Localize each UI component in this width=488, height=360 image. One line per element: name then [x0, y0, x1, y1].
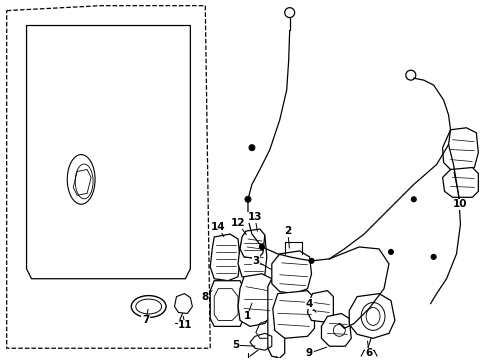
Text: 14: 14	[210, 222, 225, 232]
Circle shape	[308, 258, 313, 263]
Text: 11: 11	[178, 320, 192, 330]
Polygon shape	[272, 291, 314, 338]
Circle shape	[244, 196, 250, 202]
Polygon shape	[271, 251, 311, 294]
Text: 13: 13	[247, 212, 262, 222]
Polygon shape	[240, 229, 264, 259]
Text: 12: 12	[230, 218, 245, 228]
Polygon shape	[442, 128, 477, 171]
Polygon shape	[307, 291, 333, 323]
Text: 9: 9	[305, 348, 312, 358]
Polygon shape	[210, 281, 244, 327]
Circle shape	[387, 249, 393, 255]
Polygon shape	[348, 294, 394, 338]
Text: 1: 1	[243, 311, 250, 321]
Circle shape	[248, 145, 254, 150]
Circle shape	[410, 197, 415, 202]
Polygon shape	[442, 167, 477, 197]
Text: 2: 2	[284, 226, 291, 236]
Text: 7: 7	[142, 315, 149, 325]
Text: 4: 4	[305, 298, 313, 309]
Text: 5: 5	[232, 340, 239, 350]
Text: 6: 6	[365, 348, 372, 358]
Polygon shape	[238, 274, 274, 327]
Text: 8: 8	[201, 292, 208, 302]
Circle shape	[259, 244, 264, 249]
Text: 10: 10	[452, 199, 467, 209]
Polygon shape	[321, 314, 350, 346]
Polygon shape	[267, 277, 284, 358]
Polygon shape	[210, 234, 240, 281]
Circle shape	[430, 255, 435, 259]
Text: 3: 3	[252, 256, 259, 266]
Polygon shape	[238, 231, 266, 279]
